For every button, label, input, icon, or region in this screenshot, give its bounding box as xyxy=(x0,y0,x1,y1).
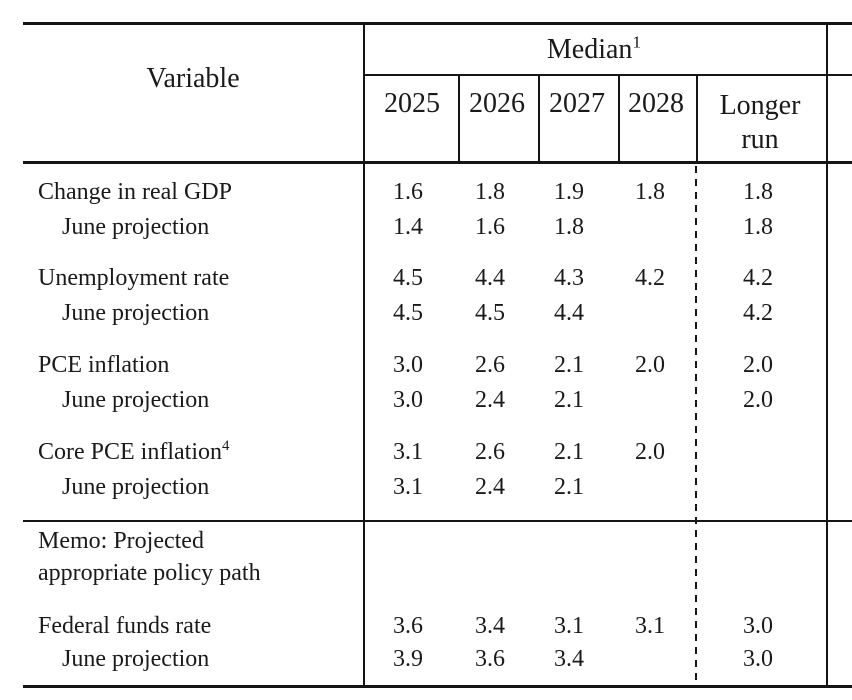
row-label: June projection xyxy=(62,646,210,672)
cell-longer-run: 4.2 xyxy=(743,300,773,326)
median-group-underline xyxy=(363,74,852,76)
cell-2027: 2.1 xyxy=(554,352,584,378)
cell-2026: 4.4 xyxy=(475,265,505,291)
cell-longer-run: 3.0 xyxy=(743,646,773,672)
cell-2025: 3.0 xyxy=(393,387,423,413)
longer-run-header-line1: Longer xyxy=(719,90,801,121)
cell-2027: 3.1 xyxy=(554,613,584,639)
cell-2026: 1.8 xyxy=(475,179,505,205)
row-label: Federal funds rate xyxy=(38,613,212,639)
memo-section-rule xyxy=(23,520,852,522)
cell-2028: 3.1 xyxy=(635,613,665,639)
cell-2025: 4.5 xyxy=(393,300,423,326)
cell-2028: 2.0 xyxy=(635,439,665,465)
row-label: Change in real GDP xyxy=(38,179,232,205)
cell-2027: 2.1 xyxy=(554,439,584,465)
header-bottom-rule xyxy=(23,161,852,164)
cell-longer-run: 2.0 xyxy=(743,387,773,413)
cell-2027: 4.3 xyxy=(554,265,584,291)
row-label: June projection xyxy=(62,474,210,500)
cell-2025: 3.0 xyxy=(393,352,423,378)
year-header-2028: 2028 xyxy=(628,88,684,119)
row-label: June projection xyxy=(62,387,210,413)
cell-2025: 3.1 xyxy=(393,439,423,465)
cell-2027: 1.9 xyxy=(554,179,584,205)
row-label: June projection xyxy=(62,300,210,326)
cell-2025: 3.6 xyxy=(393,613,423,639)
core-pce-footnote-marker: 4 xyxy=(221,438,230,454)
cell-2025: 4.5 xyxy=(393,265,423,291)
longer-run-header: Longer run xyxy=(720,89,801,157)
cell-2028: 2.0 xyxy=(635,352,665,378)
cell-2027: 4.4 xyxy=(554,300,584,326)
year-header-2027: 2027 xyxy=(549,88,605,119)
header-divider-2025-2026 xyxy=(458,74,460,164)
table-top-rule xyxy=(23,22,852,25)
table-bottom-rule xyxy=(23,685,852,688)
row-label: Core PCE inflation4 xyxy=(38,438,229,466)
cell-2028: 1.8 xyxy=(635,179,665,205)
cell-2026: 2.6 xyxy=(475,439,505,465)
cell-longer-run: 2.0 xyxy=(743,352,773,378)
header-divider-2028-longer xyxy=(696,74,698,164)
variable-column-divider xyxy=(363,22,365,688)
row-label-text: Core PCE inflation xyxy=(38,439,222,465)
year-header-2025: 2025 xyxy=(384,88,440,119)
cell-2027: 1.8 xyxy=(554,214,584,240)
cell-2026: 3.4 xyxy=(475,613,505,639)
cell-2026: 2.4 xyxy=(475,474,505,500)
cell-2025: 1.6 xyxy=(393,179,423,205)
cell-2025: 3.1 xyxy=(393,474,423,500)
cell-longer-run: 3.0 xyxy=(743,613,773,639)
cell-2026: 2.4 xyxy=(475,387,505,413)
cell-2026: 2.6 xyxy=(475,352,505,378)
header-divider-2026-2027 xyxy=(538,74,540,164)
cell-2026: 1.6 xyxy=(475,214,505,240)
cell-2027: 2.1 xyxy=(554,387,584,413)
year-header-2026: 2026 xyxy=(469,88,525,119)
row-label: PCE inflation xyxy=(38,352,170,378)
row-label: Unemployment rate xyxy=(38,265,230,291)
median-footnote-marker: 1 xyxy=(632,32,642,52)
cell-longer-run: 4.2 xyxy=(743,265,773,291)
median-group-header: Median1 xyxy=(546,32,642,66)
memo-heading-line1: Memo: Projected xyxy=(38,528,204,554)
longer-run-header-line2: run xyxy=(741,124,779,155)
variable-column-header: Variable xyxy=(146,63,240,94)
memo-heading-line2: appropriate policy path xyxy=(38,560,261,586)
median-group-label: Median xyxy=(546,34,633,65)
median-group-right-divider xyxy=(826,22,828,688)
header-divider-2027-2028 xyxy=(618,74,620,164)
cell-longer-run: 1.8 xyxy=(743,214,773,240)
cell-2025: 3.9 xyxy=(393,646,423,672)
cell-2027: 2.1 xyxy=(554,474,584,500)
cell-2026: 4.5 xyxy=(475,300,505,326)
cell-2028: 4.2 xyxy=(635,265,665,291)
cell-2026: 3.6 xyxy=(475,646,505,672)
cell-longer-run: 1.8 xyxy=(743,179,773,205)
longer-run-dashed-divider xyxy=(695,166,697,684)
cell-2025: 1.4 xyxy=(393,214,423,240)
cell-2027: 3.4 xyxy=(554,646,584,672)
row-label: June projection xyxy=(62,214,210,240)
